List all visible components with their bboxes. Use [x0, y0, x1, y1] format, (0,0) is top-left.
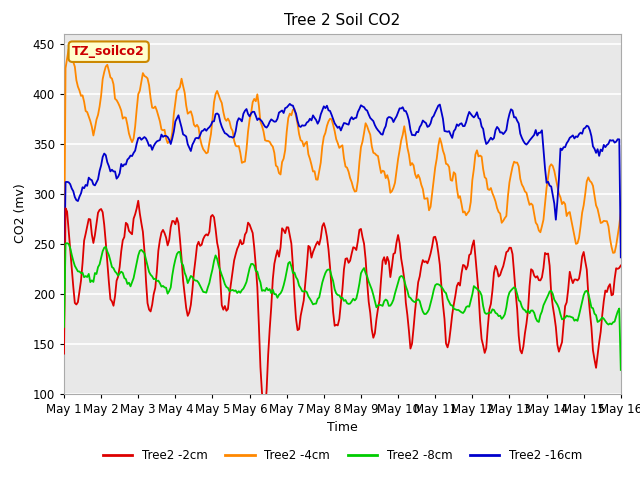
X-axis label: Time: Time — [327, 421, 358, 434]
Text: TZ_soilco2: TZ_soilco2 — [72, 45, 145, 58]
Legend: Tree2 -2cm, Tree2 -4cm, Tree2 -8cm, Tree2 -16cm: Tree2 -2cm, Tree2 -4cm, Tree2 -8cm, Tree… — [98, 444, 587, 467]
Y-axis label: CO2 (mv): CO2 (mv) — [14, 184, 27, 243]
Title: Tree 2 Soil CO2: Tree 2 Soil CO2 — [284, 13, 401, 28]
